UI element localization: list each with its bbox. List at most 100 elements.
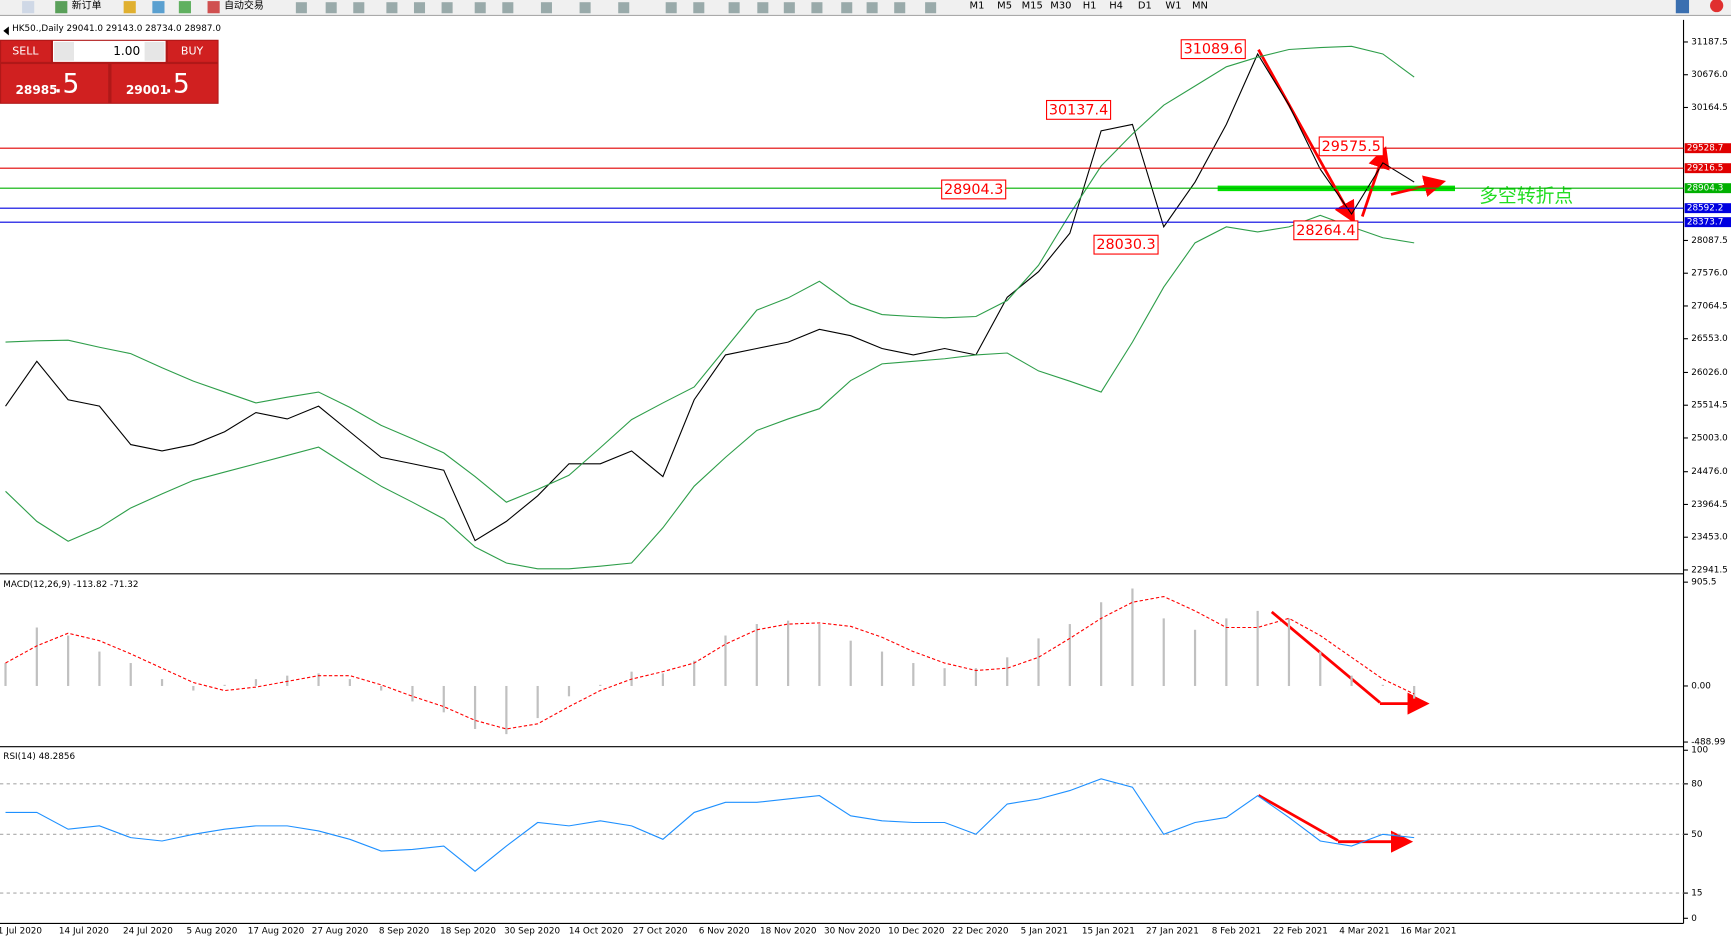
annotation-box	[1318, 136, 1384, 157]
price-label: 28592.2	[1687, 204, 1724, 214]
lot-down[interactable]	[54, 41, 74, 61]
x-tick-label: 1 Jul 2020	[0, 927, 42, 937]
x-tick-label: 18 Sep 2020	[440, 927, 496, 937]
buy-button[interactable]	[167, 40, 218, 62]
timeframe-button[interactable]: W1	[1165, 1, 1181, 12]
sell-button[interactable]	[1, 40, 51, 62]
y-tick-label: 25514.5	[1691, 401, 1728, 411]
search-icon[interactable]	[1675, 0, 1690, 14]
sell-label[interactable]: SELL	[12, 44, 39, 57]
toolbar-icons	[295, 2, 937, 14]
timeframe-button[interactable]: M30	[1050, 1, 1071, 12]
annotation: 30137.4	[1049, 102, 1108, 118]
icon[interactable]	[207, 1, 220, 14]
series-line	[5, 778, 1415, 872]
icon[interactable]	[123, 1, 136, 14]
new-order-button[interactable]: 新订单	[72, 0, 102, 12]
annotation: 28264.4	[1296, 223, 1355, 239]
timeframe-button[interactable]: H4	[1109, 1, 1123, 12]
sell-price[interactable]: 28985	[15, 83, 57, 97]
x-tick-label: 6 Nov 2020	[699, 927, 750, 937]
timeframe-button[interactable]: MN	[1192, 1, 1208, 12]
icon[interactable]	[55, 1, 68, 14]
timeframe-button[interactable]: H1	[1083, 1, 1097, 12]
lot-value[interactable]: 1.00	[113, 44, 140, 58]
price-label-bg	[1684, 203, 1731, 214]
x-tick-label: 18 Nov 2020	[760, 927, 817, 937]
arrow	[1257, 49, 1356, 224]
y-tick-label: 0	[1691, 914, 1697, 924]
timeframe-button[interactable]: M1	[970, 1, 985, 12]
price-label: 29528.7	[1687, 144, 1724, 154]
x-tick-label: 27 Aug 2020	[312, 927, 369, 937]
x-tick-label: 14 Jul 2020	[59, 927, 109, 937]
price-label: 28373.7	[1687, 218, 1724, 228]
y-tick-label: 100	[1691, 746, 1708, 756]
y-tick-label: 50	[1691, 830, 1703, 840]
price-label-bg	[1684, 217, 1731, 228]
lot-up[interactable]	[144, 41, 165, 61]
panel-title: RSI(14) 48.2856	[3, 752, 75, 762]
x-tick-label: 14 Oct 2020	[569, 927, 624, 937]
buy-price[interactable]: 29001	[126, 83, 168, 97]
icon[interactable]	[178, 1, 191, 14]
y-tick-label: 27576.0	[1691, 269, 1728, 279]
buy-price-big[interactable]: .5	[164, 69, 189, 100]
x-tick-label: 30 Nov 2020	[824, 927, 881, 937]
x-tick-label: 5 Jan 2021	[1021, 927, 1068, 937]
x-tick-label: 15 Jan 2021	[1082, 927, 1135, 937]
annotation-box	[1180, 39, 1246, 60]
auto-trade-button[interactable]: 自动交易	[224, 0, 264, 12]
y-tick-label: 22941.5	[1691, 565, 1728, 575]
sell-price-box[interactable]	[1, 64, 109, 103]
x-tick-label: 27 Jan 2021	[1146, 927, 1199, 937]
y-tick-label: 27064.5	[1691, 301, 1728, 311]
lot-input[interactable]	[52, 40, 166, 62]
panel-title: MACD(12,26,9) -113.82 -71.32	[3, 580, 138, 590]
y-tick-label: 23453.0	[1691, 533, 1728, 543]
series-line	[5, 45, 1415, 503]
timeframe-button[interactable]: M15	[1022, 1, 1043, 12]
arrow	[1257, 794, 1339, 842]
arrow	[1360, 146, 1390, 217]
x-tick-label: 30 Sep 2020	[504, 927, 560, 937]
trade-panel: SELL 1.00 BUY 28985 .5 29001 .5	[0, 39, 219, 104]
buy-label[interactable]: BUY	[181, 44, 204, 57]
symbol-info: HK50.,Daily 29041.0 29143.0 28734.0 2898…	[12, 24, 221, 34]
y-tick-label: 31187.5	[1691, 37, 1728, 47]
price-label-bg	[1684, 163, 1731, 174]
series-line	[5, 595, 1415, 730]
x-tick-label: 22 Feb 2021	[1273, 927, 1328, 937]
x-tick-label: 10 Dec 2020	[888, 927, 945, 937]
icon[interactable]	[22, 1, 35, 14]
x-tick-label: 16 Mar 2021	[1401, 927, 1457, 937]
y-tick-label: 0.00	[1691, 681, 1711, 691]
alert-icon[interactable]	[1710, 0, 1724, 13]
x-tick-label: 5 Aug 2020	[186, 927, 237, 937]
y-tick-label: -488.99	[1691, 738, 1725, 748]
annotation-box	[1045, 99, 1112, 120]
x-tick-label: 24 Jul 2020	[123, 927, 173, 937]
annotation: 31089.6	[1184, 42, 1243, 58]
x-tick-label: 22 Dec 2020	[952, 927, 1009, 937]
sell-price-big[interactable]: .5	[54, 69, 79, 100]
icon[interactable]	[152, 1, 165, 14]
y-tick-label: 26553.0	[1691, 334, 1728, 344]
y-tick-label: 26026.0	[1691, 368, 1728, 378]
series-line	[5, 52, 1415, 542]
price-label: 28904.3	[1687, 184, 1724, 194]
x-tick-label: 8 Sep 2020	[379, 927, 430, 937]
toolbar	[0, 0, 1731, 16]
x-tick-label: 27 Oct 2020	[633, 927, 688, 937]
x-tick-label: 8 Feb 2021	[1212, 927, 1261, 937]
symbol-marker	[3, 26, 9, 36]
price-label-bg	[1684, 183, 1731, 194]
annotation-box	[941, 179, 1007, 200]
price-label: 29216.5	[1687, 164, 1724, 174]
timeframe-button[interactable]: M5	[997, 1, 1012, 12]
timeframe-button[interactable]: D1	[1138, 1, 1152, 12]
annotation-box	[1093, 234, 1159, 255]
buy-price-box[interactable]	[111, 64, 218, 103]
